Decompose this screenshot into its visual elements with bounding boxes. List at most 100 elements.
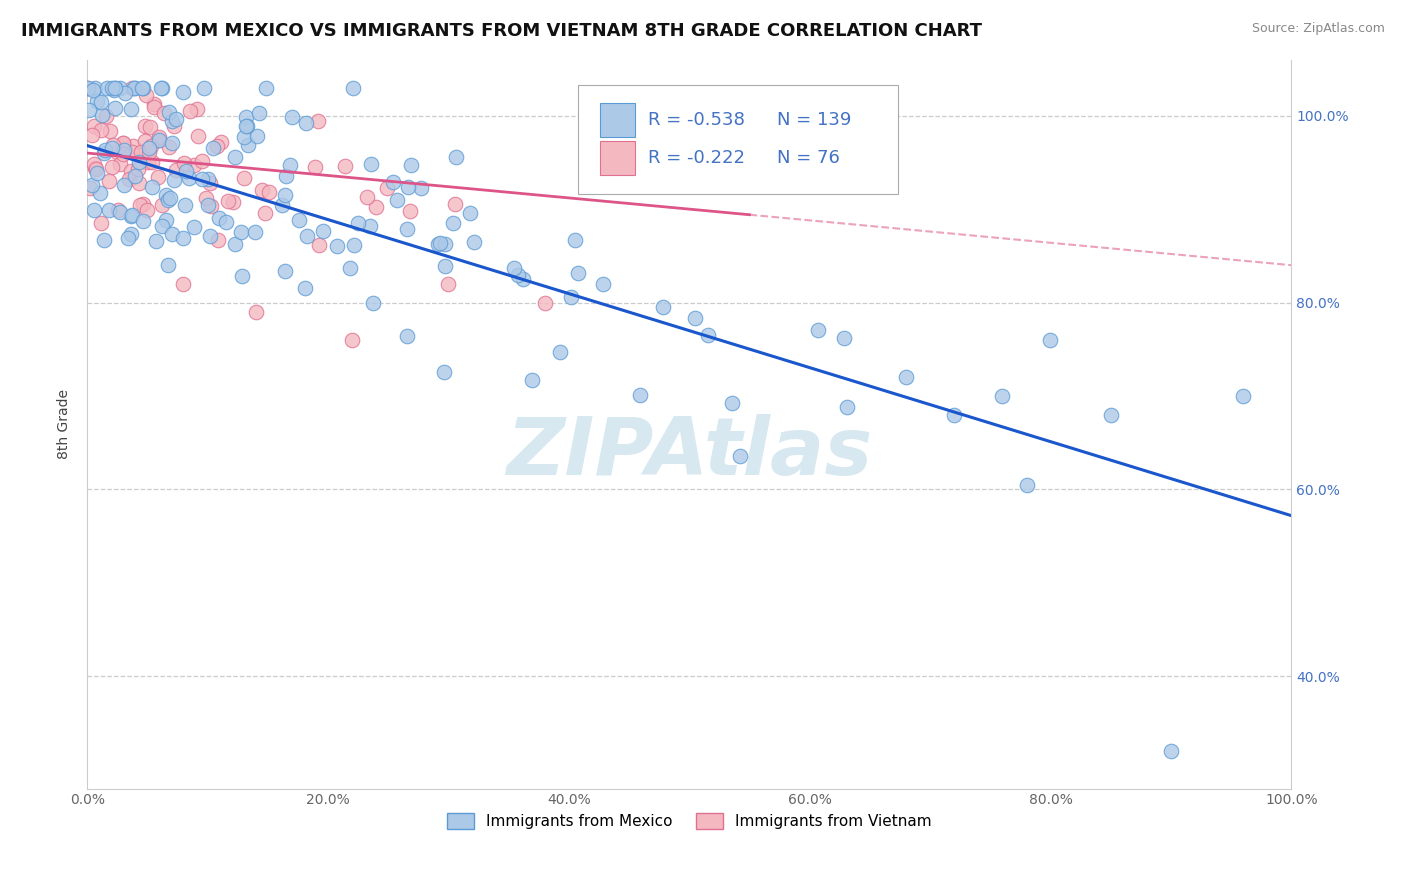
Point: [342, 80, 364, 95]
Point: [173, 277, 195, 291]
Text: ZIPAtlas: ZIPAtlas: [506, 414, 872, 492]
Point: [385, 193, 408, 207]
Point: [174, 198, 197, 212]
Point: [86, 166, 108, 180]
Point: [235, 119, 257, 133]
Point: [108, 80, 131, 95]
Point: [150, 219, 173, 234]
Point: [83, 161, 105, 176]
Point: [124, 80, 146, 95]
Point: [395, 221, 418, 235]
Point: [79, 181, 101, 195]
Point: [135, 88, 157, 103]
Point: [548, 344, 571, 359]
Point: [375, 181, 398, 195]
Point: [142, 99, 165, 113]
Point: [340, 333, 363, 347]
Point: [155, 213, 177, 227]
Point: [141, 139, 163, 153]
Point: [429, 236, 451, 251]
Point: [98, 124, 121, 138]
Point: [207, 233, 229, 247]
Point: [132, 214, 155, 228]
Point: [156, 193, 179, 207]
Point: [82, 83, 104, 97]
Point: [183, 220, 205, 235]
Point: [90, 122, 112, 136]
Point: [132, 196, 155, 211]
Point: [136, 202, 159, 217]
Point: [339, 260, 361, 275]
Point: [80, 178, 103, 192]
Point: [409, 180, 432, 194]
Point: [163, 120, 186, 134]
Point: [186, 102, 208, 116]
Point: [111, 146, 134, 161]
Point: [236, 119, 259, 133]
Point: [134, 134, 156, 148]
Point: [89, 186, 111, 200]
Point: [894, 370, 917, 384]
Point: [131, 80, 153, 95]
Point: [458, 206, 481, 220]
Point: [83, 80, 105, 95]
Point: [333, 159, 356, 173]
Point: [112, 143, 135, 157]
Point: [96, 80, 118, 95]
Point: [120, 227, 142, 242]
Point: [326, 238, 349, 252]
Point: [433, 237, 456, 252]
Point: [304, 160, 326, 174]
Point: [165, 163, 187, 178]
Point: [356, 190, 378, 204]
Point: [143, 97, 166, 112]
Point: [82, 128, 104, 143]
Point: [628, 388, 651, 402]
Point: [728, 449, 751, 463]
Point: [159, 191, 181, 205]
FancyBboxPatch shape: [600, 103, 636, 136]
Point: [90, 216, 112, 230]
Point: [270, 198, 292, 212]
Point: [112, 178, 135, 193]
Point: [101, 141, 124, 155]
Point: [696, 328, 718, 343]
Point: [1160, 744, 1182, 758]
Point: [381, 175, 404, 189]
Point: [90, 108, 112, 122]
Point: [503, 261, 526, 276]
Point: [83, 120, 105, 134]
Point: [231, 226, 253, 240]
Point: [512, 272, 534, 286]
Point: [364, 200, 387, 214]
Point: [76, 80, 98, 95]
Point: [508, 268, 530, 283]
Point: [361, 296, 384, 310]
Point: [105, 145, 128, 160]
Point: [124, 169, 146, 183]
Point: [148, 130, 170, 145]
Point: [90, 95, 112, 109]
Point: [138, 145, 160, 159]
Point: [114, 86, 136, 100]
FancyBboxPatch shape: [600, 141, 636, 175]
Point: [246, 129, 269, 144]
Point: [120, 209, 142, 223]
Point: [564, 233, 586, 247]
Point: [104, 101, 127, 115]
Point: [120, 102, 142, 116]
Point: [124, 80, 146, 95]
Point: [150, 80, 173, 95]
Point: [162, 114, 184, 128]
Point: [433, 365, 456, 379]
Point: [129, 198, 152, 212]
Point: [273, 187, 295, 202]
Point: [243, 225, 266, 239]
Point: [278, 158, 301, 172]
Point: [224, 236, 246, 251]
Point: [427, 237, 450, 252]
Point: [446, 150, 468, 164]
Point: [295, 228, 318, 243]
Point: [197, 197, 219, 211]
Point: [835, 400, 858, 414]
